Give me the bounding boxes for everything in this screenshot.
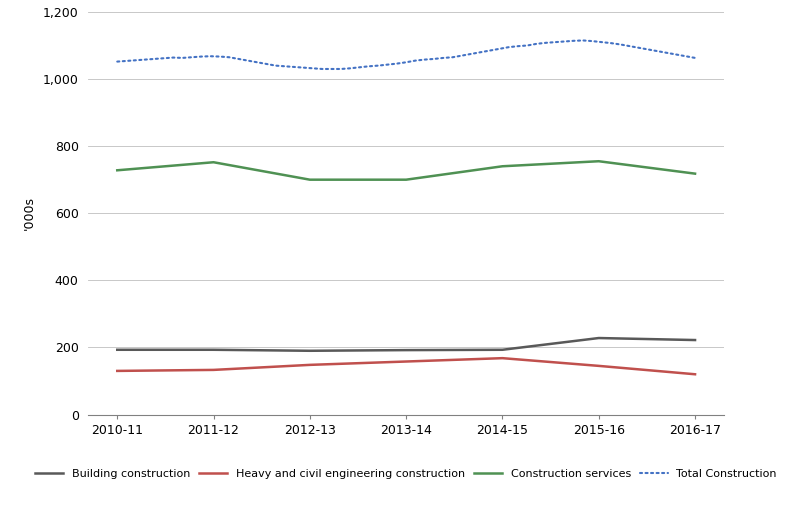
Heavy and civil engineering construction xyxy=(305,362,314,368)
Building construction xyxy=(498,346,507,353)
Line: Building construction: Building construction xyxy=(118,338,695,351)
Total Construction xyxy=(290,64,299,70)
Line: Heavy and civil engineering construction: Heavy and civil engineering construction xyxy=(118,358,695,374)
Total Construction xyxy=(690,54,700,61)
Construction services xyxy=(402,177,411,183)
Building construction xyxy=(209,346,218,353)
Line: Construction services: Construction services xyxy=(118,161,695,180)
Heavy and civil engineering construction xyxy=(113,368,122,374)
Building construction xyxy=(690,337,700,343)
Total Construction xyxy=(410,58,420,64)
Total Construction xyxy=(579,37,588,43)
Heavy and civil engineering construction xyxy=(594,363,603,369)
Total Construction xyxy=(392,60,402,67)
Total Construction xyxy=(318,66,327,72)
Total Construction xyxy=(113,58,122,65)
Construction services xyxy=(113,167,122,174)
Legend: Building construction, Heavy and civil engineering construction, Construction se: Building construction, Heavy and civil e… xyxy=(36,468,777,479)
Heavy and civil engineering construction xyxy=(498,355,507,361)
Construction services xyxy=(594,158,603,165)
Construction services xyxy=(690,170,700,177)
Y-axis label: '000s: '000s xyxy=(23,196,36,230)
Line: Total Construction: Total Construction xyxy=(118,40,695,69)
Construction services xyxy=(305,177,314,183)
Heavy and civil engineering construction xyxy=(209,367,218,373)
Building construction xyxy=(113,346,122,353)
Building construction xyxy=(594,335,603,341)
Building construction xyxy=(305,348,314,354)
Construction services xyxy=(209,159,218,166)
Total Construction xyxy=(271,62,280,69)
Construction services xyxy=(498,163,507,169)
Total Construction xyxy=(681,53,691,59)
Heavy and civil engineering construction xyxy=(690,371,700,377)
Total Construction xyxy=(522,42,532,49)
Building construction xyxy=(402,347,411,353)
Heavy and civil engineering construction xyxy=(402,358,411,364)
